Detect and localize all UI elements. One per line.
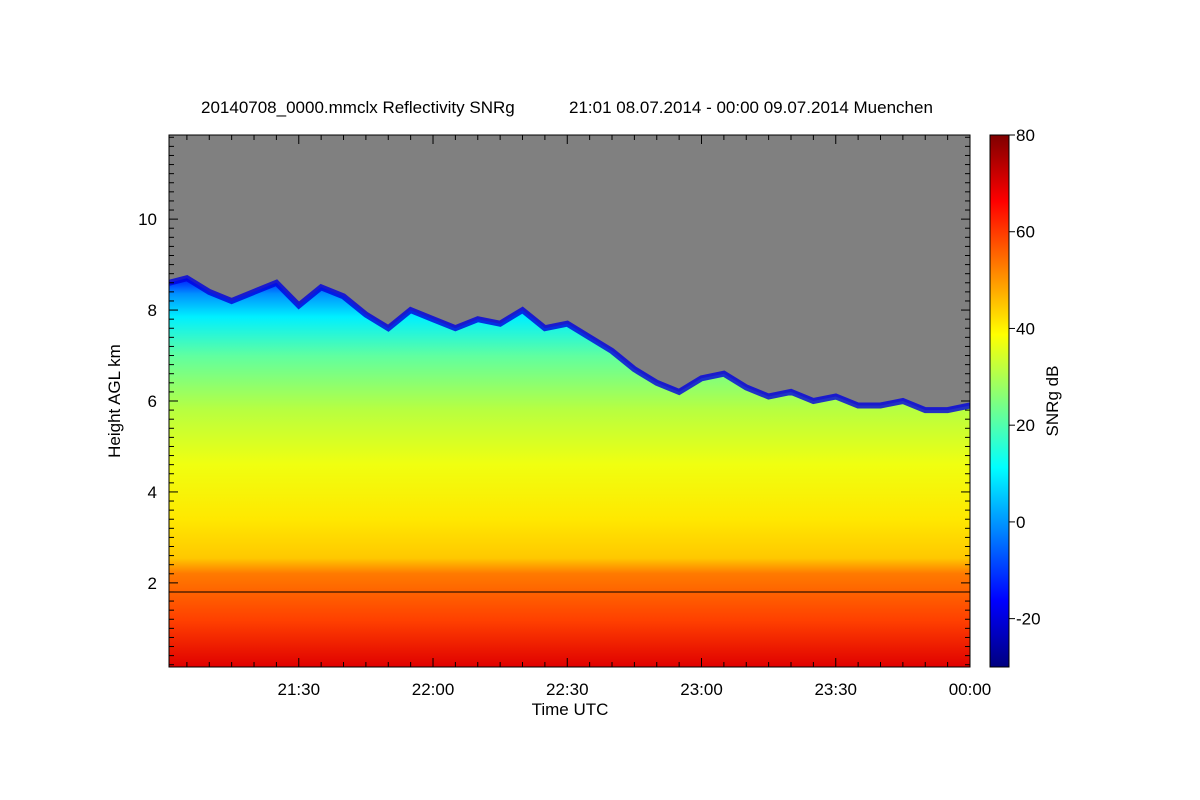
y-tick-label: 6 xyxy=(148,392,157,411)
colorbar xyxy=(989,134,1010,668)
x-tick-label: 21:30 xyxy=(277,680,320,699)
cloud-top-edge xyxy=(169,274,970,414)
signal-area xyxy=(169,278,970,667)
colorbar-tick-label: 40 xyxy=(1016,319,1035,338)
y-tick-label: 4 xyxy=(148,483,157,502)
colorbar-tick-label: 80 xyxy=(1016,126,1035,145)
x-tick-label: 22:30 xyxy=(546,680,589,699)
colorbar-tick-label: 60 xyxy=(1016,223,1035,242)
x-tick-label: 23:00 xyxy=(680,680,723,699)
y-tick-label: 8 xyxy=(148,301,157,320)
y-axis-label: Height AGL km xyxy=(105,344,124,458)
x-tick-label: 23:30 xyxy=(814,680,857,699)
colorbar-label: SNRg dB xyxy=(1043,366,1062,437)
y-tick-label: 10 xyxy=(138,210,157,229)
colorbar-tick-label: 20 xyxy=(1016,416,1035,435)
x-tick-label: 22:00 xyxy=(412,680,455,699)
chart-title-file: 20140708_0000.mmclx Reflectivity SNRg xyxy=(201,98,515,117)
x-tick-label: 00:00 xyxy=(949,680,992,699)
colorbar-tick-label: 0 xyxy=(1016,513,1025,532)
colorbar-tick-label: -20 xyxy=(1016,610,1041,629)
y-tick-label: 2 xyxy=(148,574,157,593)
x-axis-label: Time UTC xyxy=(532,700,609,719)
chart-title-period: 21:01 08.07.2014 - 00:00 09.07.2014 Muen… xyxy=(569,98,933,117)
